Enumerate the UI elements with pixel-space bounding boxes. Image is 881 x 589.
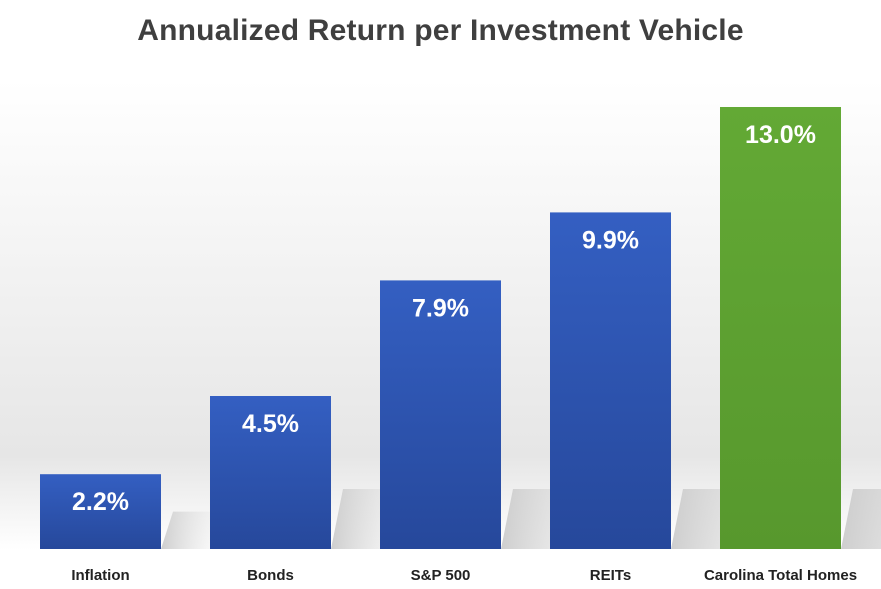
data-label: 9.9% <box>582 226 639 254</box>
category-label: REITs <box>590 567 631 584</box>
data-label: 2.2% <box>72 488 129 516</box>
bar-bonds <box>210 396 331 549</box>
bar-s-p-500 <box>380 280 501 549</box>
chart-title: Annualized Return per Investment Vehicle <box>137 14 744 47</box>
category-label: Carolina Total Homes <box>704 567 857 584</box>
category-label: S&P 500 <box>411 567 471 584</box>
bar-carolina-total-homes <box>720 107 841 549</box>
category-label: Bonds <box>247 567 294 584</box>
category-label: Inflation <box>71 567 129 584</box>
bar-reits <box>550 212 671 549</box>
data-label: 4.5% <box>242 410 299 438</box>
bar-inflation <box>40 474 161 549</box>
data-label: 7.9% <box>412 294 469 322</box>
data-label: 13.0% <box>745 121 816 149</box>
bar-shadow <box>841 489 881 549</box>
